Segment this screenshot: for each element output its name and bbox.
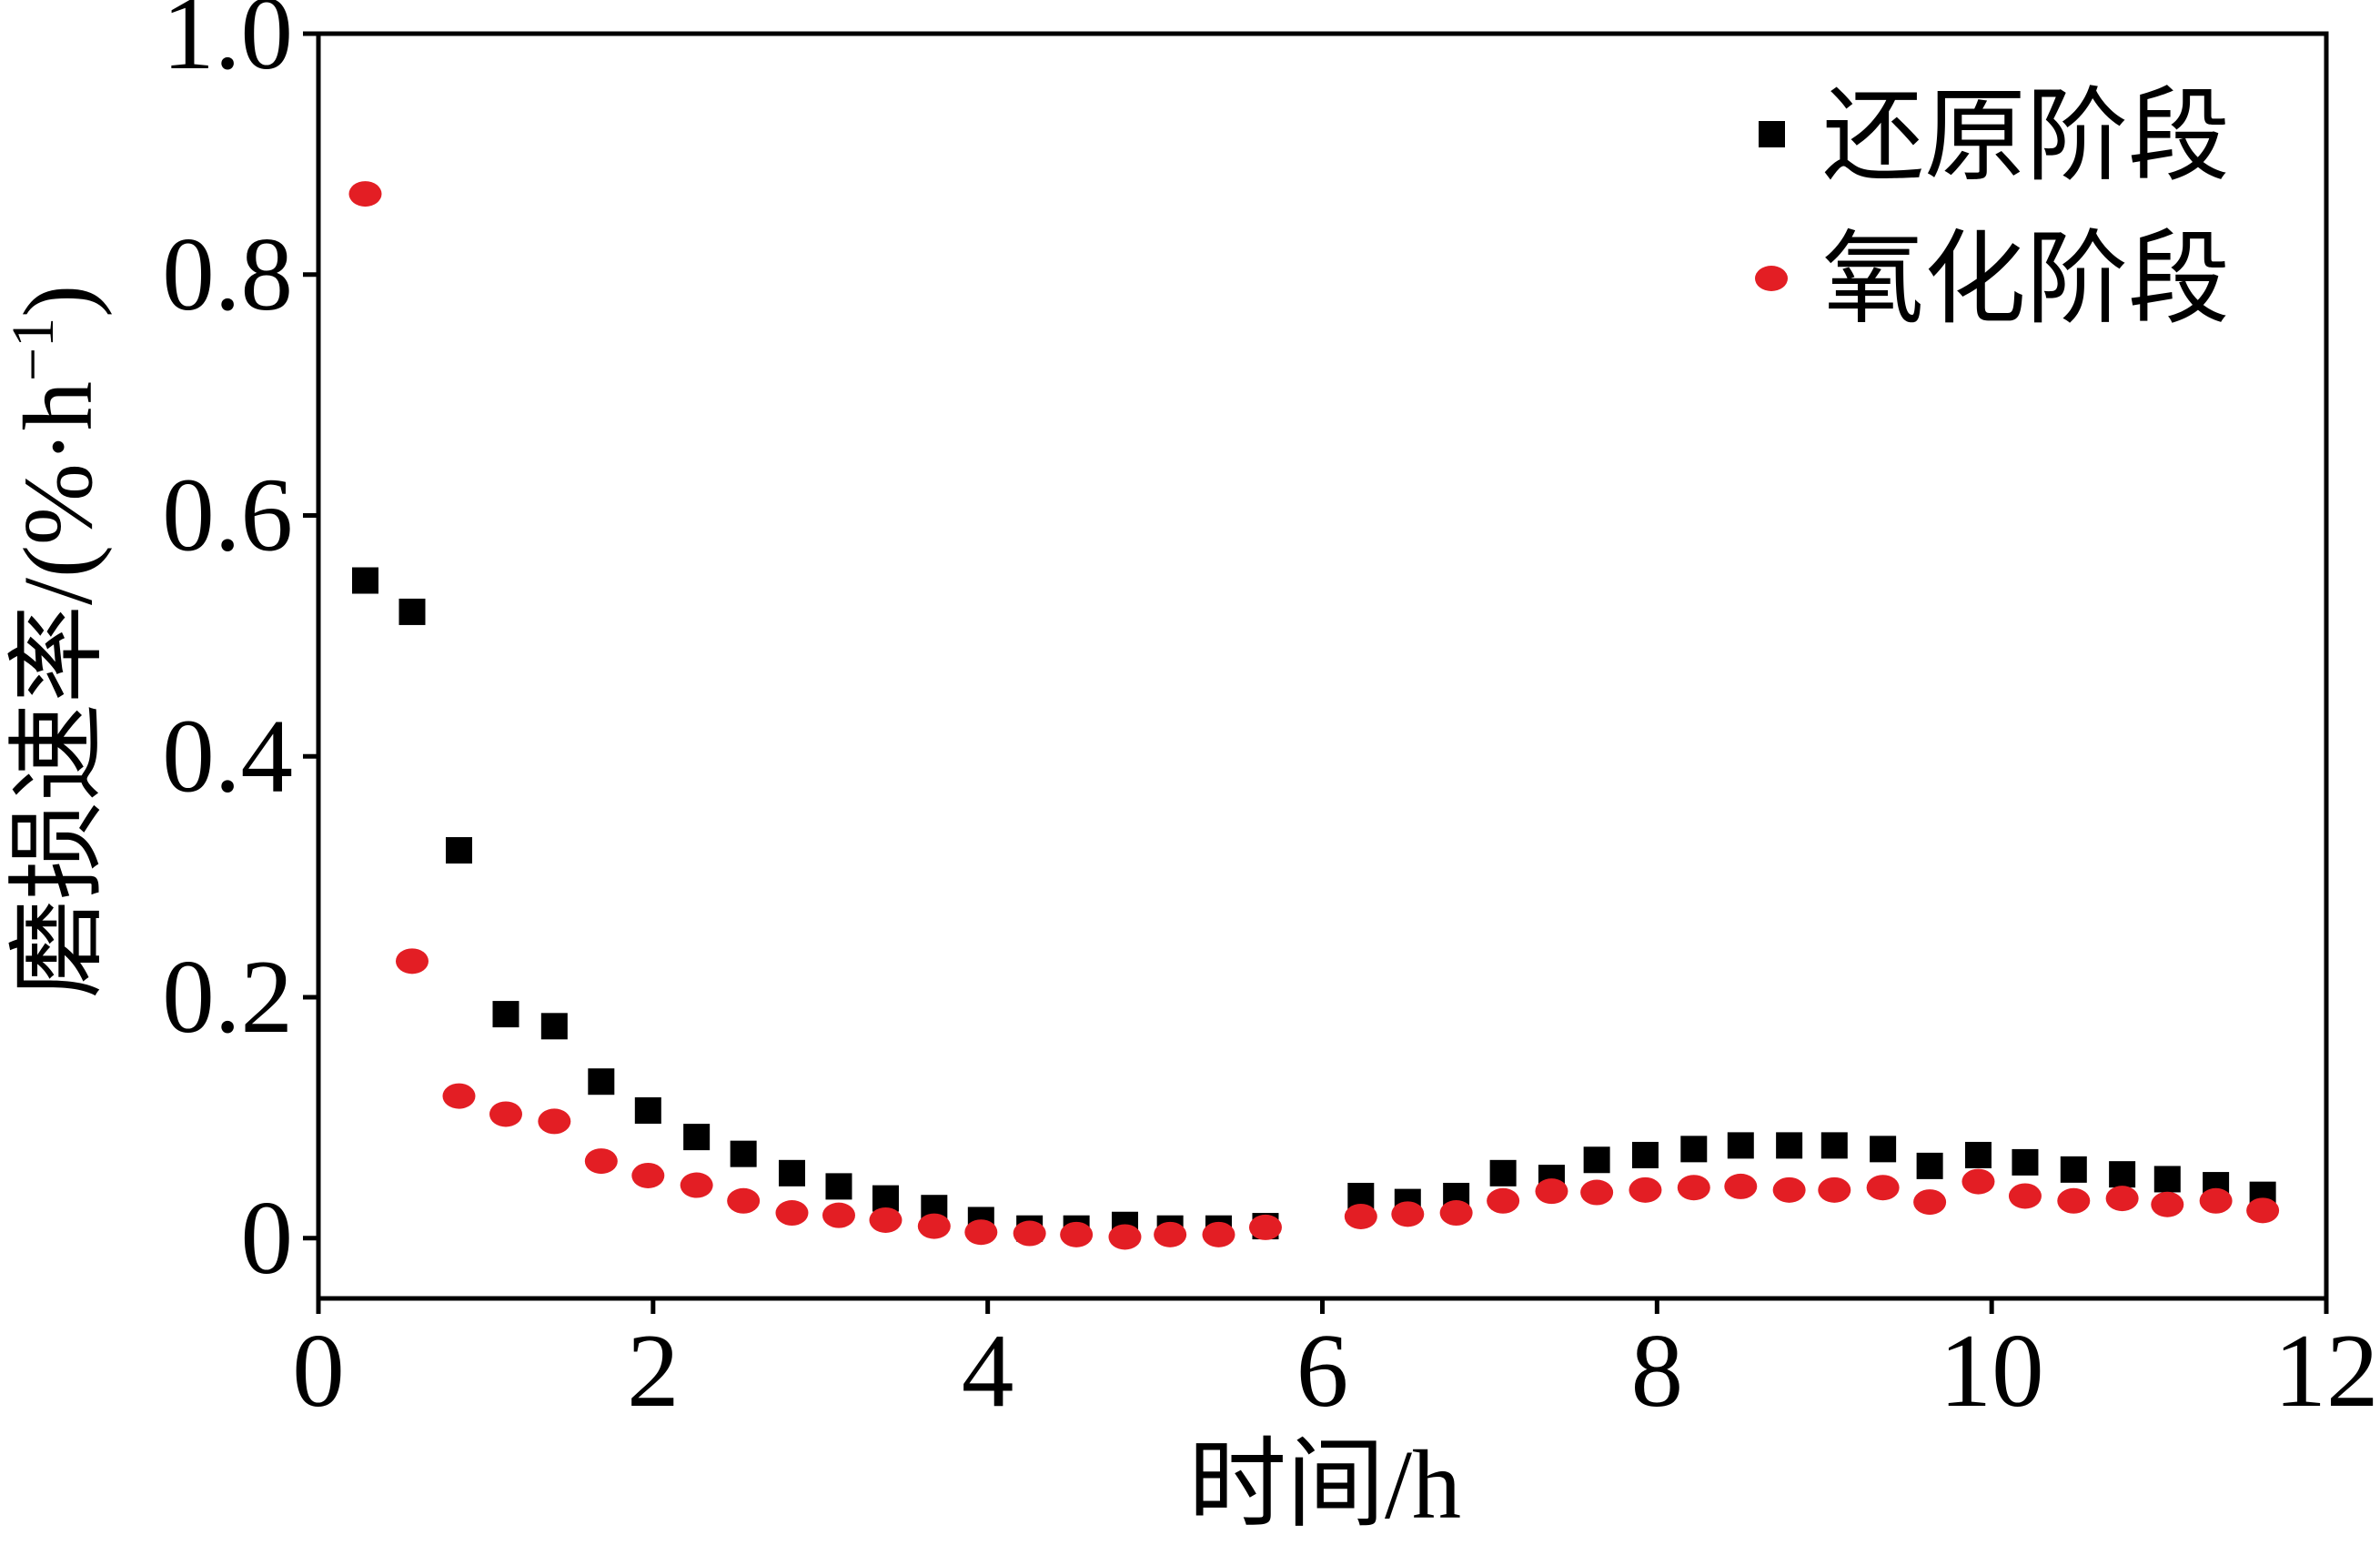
y-axis-title-superscript: −1: [0, 318, 66, 381]
data-point-series-2: [1629, 1176, 1662, 1203]
data-point-series-2: [1202, 1221, 1235, 1247]
data-point-series-1: [398, 598, 426, 625]
data-point-series-1: [445, 837, 472, 864]
legend-circle-marker: [1755, 266, 1788, 291]
y-tick-label: 1.0: [162, 0, 293, 91]
data-point-series-2: [1866, 1175, 1900, 1201]
x-axis-ticks: 0 2 4 6 8 10 12: [292, 1298, 2379, 1429]
data-point-series-2: [1818, 1176, 1851, 1203]
data-point-series-1: [351, 567, 378, 594]
data-point-series-1: [1776, 1132, 1803, 1159]
x-tick-label: 6: [1296, 1313, 1349, 1429]
data-point-series-1: [1964, 1141, 1992, 1168]
data-point-series-2: [2199, 1187, 2233, 1214]
data-point-series-1: [1583, 1146, 1610, 1174]
data-point-series-2: [1677, 1175, 1710, 1201]
data-point-series-1: [683, 1124, 711, 1151]
plot-frame: [316, 31, 2329, 1301]
data-point-series-2: [1580, 1179, 1614, 1206]
data-markers: [348, 181, 2280, 1250]
y-tick-label: 0.6: [162, 458, 293, 573]
data-point-series-2: [395, 948, 429, 974]
x-tick-label: 8: [1631, 1313, 1684, 1429]
data-point-series-1: [634, 1096, 661, 1124]
data-point-series-2: [727, 1187, 761, 1214]
data-point-series-1: [2012, 1148, 2039, 1176]
data-point-series-1: [1727, 1132, 1754, 1159]
data-point-series-1: [588, 1068, 615, 1096]
data-point-series-2: [1060, 1221, 1094, 1247]
data-point-series-2: [2151, 1191, 2184, 1217]
data-point-series-2: [1248, 1214, 1282, 1240]
y-axis-ticks: 0 0.2 0.4 0.6 0.8 1.0: [162, 0, 318, 1296]
y-axis-title-close: ): [5, 285, 113, 318]
data-point-series-2: [775, 1200, 809, 1227]
data-point-series-2: [964, 1219, 998, 1246]
data-point-series-2: [348, 181, 382, 207]
data-point-series-2: [680, 1172, 713, 1198]
data-point-series-2: [822, 1202, 855, 1228]
data-point-series-2: [1724, 1173, 1758, 1199]
legend-square-marker: [1759, 121, 1785, 147]
data-point-series-2: [1439, 1200, 1473, 1227]
data-point-series-2: [1961, 1168, 1995, 1195]
data-point-series-1: [778, 1159, 805, 1187]
legend-label-oxidation-stage: 氧化阶段: [1822, 224, 2230, 337]
data-point-series-1: [540, 1013, 568, 1040]
data-point-series-2: [1772, 1176, 1806, 1203]
data-point-series-2: [584, 1148, 618, 1175]
x-tick-label: 12: [2274, 1313, 2379, 1429]
y-axis-title: 磨损速率/(%·h−1): [0, 285, 113, 998]
data-point-series-2: [631, 1162, 665, 1188]
y-axis-title-main: 磨损速率/(%·h: [5, 381, 113, 998]
x-tick-label: 2: [627, 1313, 680, 1429]
data-point-series-1: [825, 1173, 852, 1200]
data-point-series-2: [538, 1108, 571, 1135]
data-point-series-1: [1870, 1136, 1897, 1163]
data-point-series-2: [1108, 1224, 1142, 1250]
y-tick-label: 0.8: [162, 217, 293, 332]
x-tick-label: 10: [1940, 1313, 2044, 1429]
x-tick-label: 0: [292, 1313, 345, 1429]
data-point-series-1: [2153, 1166, 2181, 1193]
data-point-series-2: [2105, 1186, 2139, 1212]
data-point-series-2: [1487, 1187, 1520, 1214]
data-point-series-1: [492, 1001, 519, 1028]
data-point-series-2: [869, 1207, 903, 1233]
data-point-series-1: [2060, 1156, 2087, 1183]
data-point-series-2: [442, 1083, 476, 1109]
data-point-series-1: [2109, 1161, 2136, 1188]
data-point-series-1: [1489, 1159, 1517, 1187]
data-point-series-2: [1344, 1203, 1377, 1229]
x-axis-title: 时间/h: [1188, 1431, 1461, 1540]
data-point-series-2: [1913, 1189, 1947, 1216]
data-point-series-1: [730, 1140, 757, 1167]
data-point-series-2: [1013, 1220, 1046, 1247]
data-point-series-2: [1391, 1201, 1425, 1227]
data-point-series-1: [1916, 1152, 1943, 1179]
y-tick-label: 0.4: [162, 698, 293, 813]
data-point-series-2: [1154, 1221, 1187, 1247]
data-point-series-1: [1680, 1136, 1708, 1163]
data-point-series-2: [1535, 1178, 1568, 1205]
data-point-series-2: [2008, 1183, 2042, 1209]
y-tick-label: 0: [241, 1180, 294, 1296]
x-tick-label: 4: [962, 1313, 1014, 1429]
data-point-series-2: [917, 1213, 951, 1239]
data-point-series-1: [872, 1185, 899, 1212]
y-tick-label: 0.2: [162, 939, 293, 1055]
data-point-series-1: [1820, 1132, 1848, 1159]
data-point-series-1: [1631, 1141, 1659, 1168]
data-point-series-2: [2057, 1187, 2091, 1214]
data-point-series-2: [2246, 1197, 2280, 1224]
data-point-series-2: [489, 1101, 522, 1127]
legend-label-reduction-stage: 还原阶段: [1822, 81, 2230, 194]
legend: 还原阶段 氧化阶段: [1755, 81, 2230, 337]
